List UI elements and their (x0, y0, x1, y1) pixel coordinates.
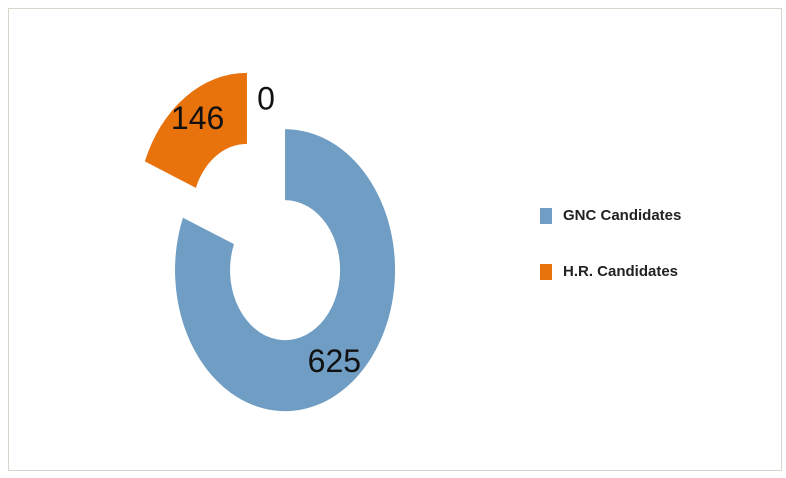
data-label: 146 (171, 100, 224, 136)
data-label: 0 (257, 80, 275, 116)
legend-swatch (540, 208, 552, 224)
legend-label: GNC Candidates (563, 207, 681, 224)
chart-frame (8, 8, 782, 471)
legend-label: H.R. Candidates (563, 263, 678, 280)
legend-swatch (540, 264, 552, 280)
data-label: 625 (308, 343, 361, 379)
donut-slice (144, 72, 247, 188)
donut-slice (175, 129, 396, 412)
